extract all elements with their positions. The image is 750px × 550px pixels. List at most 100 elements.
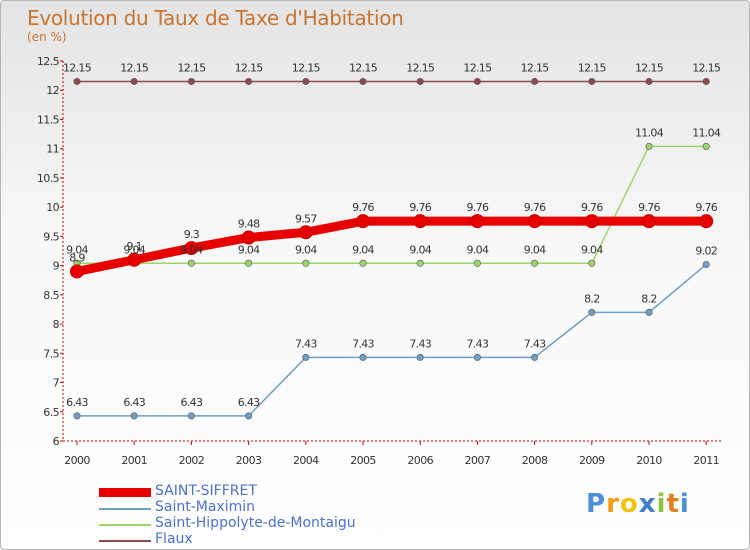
x-tick-label: 2005 bbox=[350, 454, 376, 467]
data-label: 9.04 bbox=[581, 243, 603, 256]
data-label: 8.9 bbox=[69, 251, 85, 264]
legend-item: Saint-Hippolyte-de-Montaigu bbox=[99, 515, 399, 533]
data-point bbox=[187, 412, 195, 420]
data-label: 9.1 bbox=[126, 240, 141, 253]
data-point bbox=[702, 260, 710, 268]
data-label: 12.15 bbox=[292, 61, 321, 74]
data-point bbox=[473, 77, 481, 85]
logo-letter: i bbox=[679, 489, 690, 519]
data-label: 7.43 bbox=[409, 337, 431, 350]
data-label: 9.04 bbox=[295, 243, 317, 256]
data-label: 9.76 bbox=[467, 201, 489, 214]
data-label: 9.02 bbox=[695, 244, 717, 257]
data-point bbox=[416, 353, 424, 361]
x-tick-label: 2002 bbox=[179, 454, 205, 467]
data-label: 9.04 bbox=[352, 243, 374, 256]
legend-label: Saint-Hippolyte-de-Montaigu bbox=[155, 515, 356, 531]
data-point bbox=[642, 214, 656, 229]
data-label: 9.57 bbox=[295, 212, 317, 225]
legend-swatch bbox=[99, 540, 151, 542]
x-tick-label: 2007 bbox=[465, 454, 491, 467]
data-point bbox=[70, 264, 84, 279]
data-label: 6.43 bbox=[123, 396, 145, 409]
data-label: 6.43 bbox=[66, 396, 88, 409]
data-point bbox=[645, 142, 653, 150]
y-tick-label: 11 bbox=[46, 143, 59, 156]
data-label: 12.15 bbox=[63, 61, 92, 74]
data-point bbox=[470, 214, 485, 229]
data-label: 9.76 bbox=[581, 201, 603, 214]
data-point bbox=[416, 259, 424, 267]
data-label: 11.04 bbox=[692, 126, 721, 139]
x-tick-label: 2004 bbox=[293, 454, 319, 467]
logo-letter: i bbox=[656, 489, 667, 519]
data-label: 9.04 bbox=[409, 243, 431, 256]
data-label: 12.15 bbox=[578, 61, 607, 74]
logo-letter: o bbox=[619, 489, 639, 519]
logo-letter: r bbox=[606, 489, 620, 519]
series-line-2 bbox=[76, 145, 707, 265]
data-label: 12.15 bbox=[406, 61, 435, 74]
data-point bbox=[187, 77, 195, 85]
data-point bbox=[645, 308, 653, 316]
y-tick-label: 7 bbox=[53, 377, 60, 390]
data-label: 12.15 bbox=[235, 61, 264, 74]
data-point bbox=[130, 77, 138, 85]
proxiti-logo: Proxiti bbox=[586, 489, 690, 519]
data-label: 9.04 bbox=[181, 243, 203, 256]
data-label: 9.76 bbox=[352, 201, 374, 214]
data-point bbox=[699, 214, 714, 229]
data-point bbox=[245, 259, 253, 267]
logo-letter: x bbox=[638, 489, 657, 519]
data-point bbox=[645, 77, 653, 85]
data-point bbox=[588, 77, 596, 85]
data-label: 12.15 bbox=[635, 61, 664, 74]
x-tick-label: 2006 bbox=[407, 454, 433, 467]
data-label: 9.48 bbox=[238, 218, 260, 231]
data-label: 9.04 bbox=[66, 243, 88, 256]
data-point bbox=[187, 259, 195, 267]
x-tick-label: 2009 bbox=[579, 454, 605, 467]
y-tick-label: 7.5 bbox=[43, 347, 59, 360]
data-label: 12.15 bbox=[120, 61, 149, 74]
data-point bbox=[298, 225, 313, 240]
data-point bbox=[588, 308, 596, 316]
data-point bbox=[130, 412, 138, 420]
y-tick-label: 8 bbox=[53, 318, 60, 331]
data-point bbox=[73, 77, 81, 85]
data-label: 7.43 bbox=[352, 337, 374, 350]
data-label: 9.04 bbox=[123, 243, 145, 256]
legend-label: SAINT-SIFFRET bbox=[155, 483, 257, 499]
y-tick-label: 12 bbox=[46, 84, 59, 97]
data-label: 6.43 bbox=[181, 396, 203, 409]
data-point bbox=[302, 259, 310, 267]
legend-item: Saint-Maximin bbox=[99, 499, 399, 517]
data-point bbox=[245, 77, 253, 85]
data-label: 12.15 bbox=[349, 61, 378, 74]
data-point bbox=[702, 77, 710, 85]
y-tick-label: 10.5 bbox=[37, 172, 60, 185]
data-point bbox=[73, 412, 81, 420]
data-label: 7.43 bbox=[467, 337, 489, 350]
data-point bbox=[245, 412, 253, 420]
data-point bbox=[302, 77, 310, 85]
data-point bbox=[527, 214, 542, 229]
series-line-0 bbox=[72, 216, 711, 276]
y-tick-label: 9 bbox=[53, 260, 60, 273]
series-line-1 bbox=[76, 263, 707, 417]
data-point bbox=[584, 214, 599, 229]
data-label: 12.15 bbox=[463, 61, 492, 74]
y-tick-label: 12.5 bbox=[37, 55, 60, 68]
data-point bbox=[588, 259, 596, 267]
data-label: 8.2 bbox=[584, 292, 599, 305]
data-point bbox=[473, 353, 481, 361]
data-point bbox=[184, 241, 199, 256]
y-tick-label: 8.5 bbox=[43, 289, 59, 302]
legend-swatch bbox=[99, 508, 151, 510]
data-label: 9.04 bbox=[467, 243, 489, 256]
data-point bbox=[531, 353, 539, 361]
data-label: 11.04 bbox=[635, 126, 664, 139]
x-tick-label: 2000 bbox=[64, 454, 90, 467]
data-label: 12.15 bbox=[692, 61, 721, 74]
